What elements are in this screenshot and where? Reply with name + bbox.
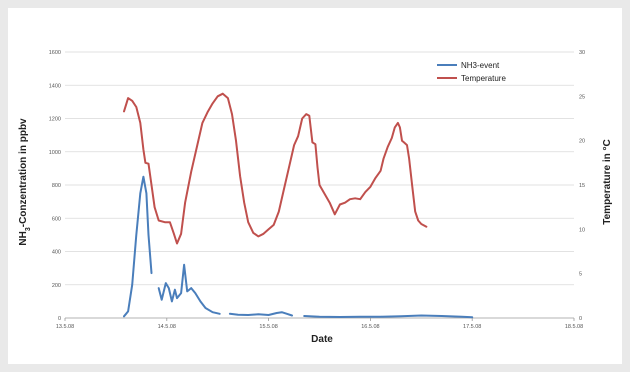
x-axis-label: Date (311, 334, 333, 345)
right-y-axis-ticks: 0 5 10 15 20 25 30 (579, 50, 585, 322)
left-y-tick-label: 1600 (49, 50, 61, 56)
right-y-axis-label: Temperature in °C (602, 139, 613, 225)
left-y-tick-label: 1200 (49, 117, 61, 123)
series-line-nh3-event (304, 316, 472, 318)
x-axis-ticks: 13.5.08 14.5.08 15.5.08 16.5.08 17.5.08 18.5.… (56, 318, 583, 330)
right-y-tick-label: 20 (579, 139, 585, 145)
right-y-tick-label: 15 (579, 183, 585, 189)
right-y-tick-label: 5 (579, 272, 582, 278)
left-y-tick-label: 0 (58, 316, 61, 322)
left-y-tick-label: 600 (52, 216, 61, 222)
left-y-tick-label: 200 (52, 283, 61, 289)
series-line-nh3-event (159, 265, 220, 314)
right-y-tick-label: 30 (579, 50, 585, 56)
right-y-tick-label: 10 (579, 227, 585, 233)
x-tick-label: 13.5.08 (56, 324, 74, 330)
line-chart: 0 200 400 600 800 1000 1200 1400 1600 0 5 10 15 20 25… (8, 8, 622, 364)
series-layer (124, 94, 472, 318)
legend: NH3-event Temperature (437, 61, 506, 83)
x-tick-label: 14.5.08 (158, 324, 176, 330)
x-tick-label: 17.5.08 (463, 324, 481, 330)
left-y-axis-ticks: 0 200 400 600 800 1000 1200 1400 1600 (49, 50, 61, 322)
series-line-temperature (124, 94, 426, 244)
left-y-tick-label: 800 (52, 183, 61, 189)
chart-card: 0 200 400 600 800 1000 1200 1400 1600 0 5 10 15 20 25… (8, 8, 622, 364)
legend-label-temperature: Temperature (461, 74, 506, 83)
x-tick-label: 16.5.08 (361, 324, 379, 330)
series-line-nh3-event (230, 312, 292, 315)
right-y-tick-label: 25 (579, 94, 585, 100)
left-y-tick-label: 1400 (49, 83, 61, 89)
legend-label-nh3: NH3-event (461, 61, 500, 70)
x-tick-label: 15.5.08 (259, 324, 277, 330)
left-y-tick-label: 400 (52, 250, 61, 256)
left-y-tick-label: 1000 (49, 150, 61, 156)
right-y-tick-label: 0 (579, 316, 582, 322)
x-tick-label: 18.5.08 (565, 324, 583, 330)
series-line-nh3-event (124, 177, 152, 317)
left-y-axis-label: NH3-Conzentration in ppbv (18, 118, 32, 246)
